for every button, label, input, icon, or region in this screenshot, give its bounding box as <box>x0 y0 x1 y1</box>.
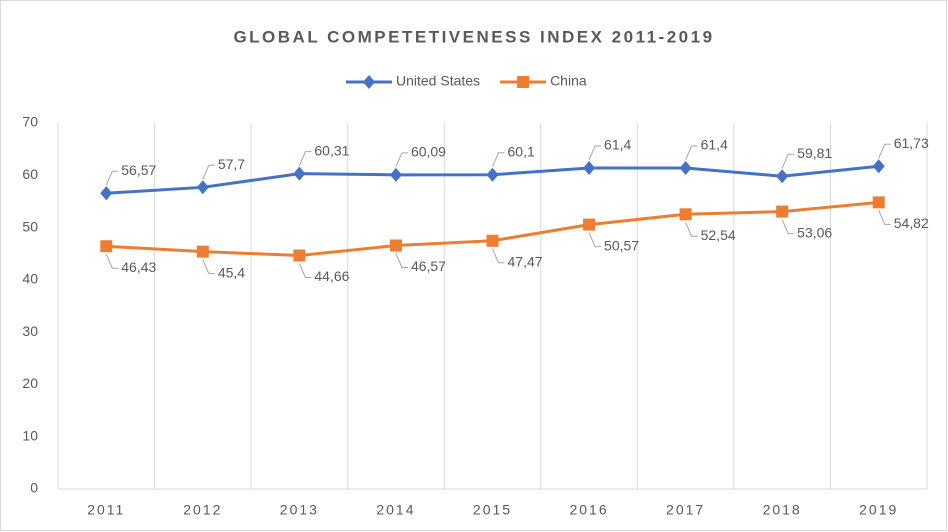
leader-line <box>492 248 505 264</box>
data-label: 53,06 <box>797 224 832 240</box>
data-label: 57,7 <box>218 156 245 172</box>
leader-line <box>492 152 505 167</box>
data-label: 61,4 <box>604 137 631 153</box>
x-tick-label: 2011 <box>87 502 125 518</box>
data-label: 47,47 <box>508 254 543 270</box>
leader-line <box>781 153 795 169</box>
y-tick-label: 0 <box>30 480 38 496</box>
y-tick-label: 70 <box>22 114 38 130</box>
leader-line <box>588 232 602 248</box>
data-label: 60,1 <box>508 143 535 159</box>
leader-line <box>685 145 698 161</box>
data-label: 61,4 <box>701 137 728 153</box>
y-tick-label: 20 <box>22 375 38 391</box>
leader-line <box>781 219 795 235</box>
chart-title: GLOBAL COMPETETIVENESS INDEX 2011-2019 <box>233 27 714 46</box>
data-label: 60,09 <box>411 144 446 160</box>
marker <box>389 167 402 182</box>
data-label: 45,4 <box>218 264 245 280</box>
marker <box>679 160 692 175</box>
y-tick-label: 60 <box>22 166 38 182</box>
legend-label: United States <box>396 73 480 89</box>
marker <box>100 186 113 201</box>
x-tick-label: 2013 <box>280 502 319 518</box>
y-tick-label: 30 <box>22 323 38 339</box>
data-label: 60,31 <box>314 142 349 158</box>
x-tick-label: 2012 <box>183 502 222 518</box>
data-label: 46,43 <box>121 259 156 275</box>
marker <box>486 234 499 247</box>
marker <box>293 249 306 262</box>
data-label: 56,57 <box>121 162 156 178</box>
y-tick-label: 50 <box>22 218 38 234</box>
data-label: 46,57 <box>411 258 446 274</box>
leader-line <box>395 152 408 168</box>
leader-line <box>685 222 698 237</box>
data-label: 52,54 <box>701 227 736 243</box>
marker <box>293 166 306 181</box>
marker <box>486 167 499 182</box>
data-label: 59,81 <box>797 145 832 161</box>
marker <box>100 240 113 253</box>
leader-line <box>395 253 408 269</box>
marker <box>679 208 692 221</box>
leader-line <box>105 170 119 186</box>
marker <box>872 196 885 209</box>
marker <box>196 245 209 258</box>
marker <box>872 159 885 174</box>
leader-line <box>202 164 215 180</box>
leader-line <box>202 259 215 275</box>
x-tick-label: 2016 <box>569 502 608 518</box>
marker <box>517 76 530 88</box>
marker <box>776 169 789 184</box>
leader-line <box>298 263 312 278</box>
x-tick-label: 2019 <box>859 502 898 518</box>
legend-label: China <box>550 73 587 89</box>
marker <box>363 75 375 89</box>
marker <box>776 205 789 218</box>
x-tick-label: 2014 <box>376 502 415 518</box>
leader-line <box>588 145 602 161</box>
marker <box>389 239 402 252</box>
marker <box>196 180 209 195</box>
leader-line <box>298 151 312 166</box>
data-label: 44,66 <box>314 268 349 284</box>
leader-line <box>878 210 891 225</box>
y-tick-label: 10 <box>22 427 38 443</box>
data-label: 61,73 <box>894 135 929 151</box>
leader-line <box>105 254 119 269</box>
marker <box>583 218 596 231</box>
data-label: 50,57 <box>604 237 639 253</box>
x-tick-label: 2015 <box>473 502 512 518</box>
x-tick-label: 2018 <box>763 502 802 518</box>
data-label: 54,82 <box>894 215 929 231</box>
leader-line <box>878 143 891 159</box>
marker <box>583 160 596 175</box>
x-tick-label: 2017 <box>666 502 705 518</box>
y-tick-label: 40 <box>22 271 38 287</box>
